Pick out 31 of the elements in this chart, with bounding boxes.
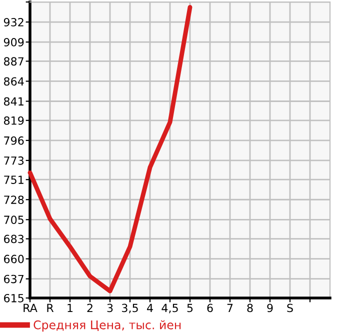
x-tick-label: R	[47, 304, 54, 312]
x-tick-label: 7	[227, 304, 233, 312]
y-tick-label: 705	[4, 216, 24, 224]
x-tick-label: 4	[147, 304, 153, 312]
y-tick-label: 615	[4, 294, 24, 302]
y-tick-label: 841	[4, 97, 24, 106]
x-tick-label: 3,5	[122, 304, 138, 314]
y-tick-label: 751	[4, 176, 24, 184]
legend-label: Средняя Цена, тыс. йен	[34, 320, 181, 332]
x-tick-label: 5	[187, 304, 193, 312]
y-tick-label: 864	[4, 77, 24, 86]
y-tick-label: 819	[4, 116, 24, 125]
y-tick-label: 728	[4, 196, 24, 204]
x-tick-label: 1	[68, 304, 73, 312]
y-tick-label: 796	[4, 136, 24, 145]
x-tick-label: 3	[107, 304, 113, 312]
y-tick-label: 887	[4, 57, 24, 66]
y-tick-label: 660	[4, 254, 24, 264]
x-tick-label: 4,5	[162, 304, 178, 314]
x-tick-label: 6	[207, 304, 213, 312]
x-tick-label: 9	[267, 304, 273, 312]
y-tick-label: 773	[4, 156, 24, 165]
y-tick-label: 909	[4, 38, 24, 46]
y-tick-label: 637	[4, 274, 24, 284]
y-tick-label: 683	[4, 234, 24, 244]
x-tick-label: 2	[87, 304, 92, 312]
x-tick-label: 8	[247, 304, 253, 312]
y-tick-label: 932	[4, 18, 24, 26]
line-series	[28, 5, 192, 294]
x-tick-label: S	[287, 304, 293, 312]
x-tick-label: RA	[24, 304, 38, 312]
